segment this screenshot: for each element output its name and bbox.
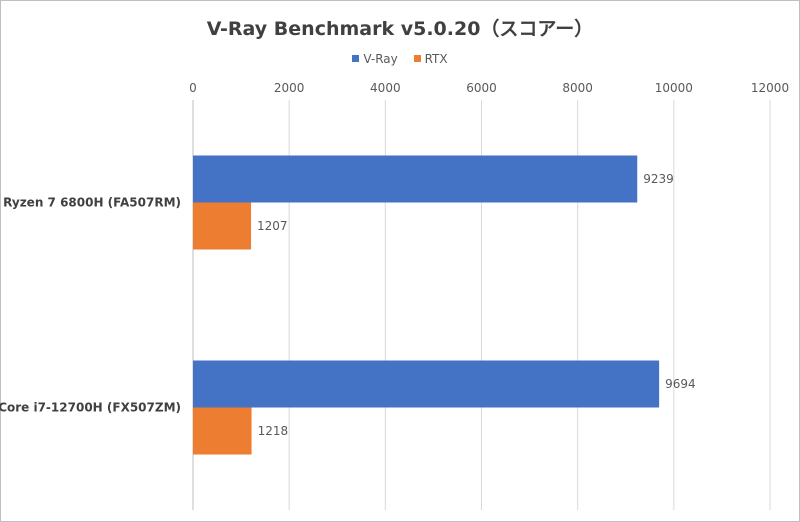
- bar-rtx: [193, 202, 252, 250]
- category-label: Core i7-12700H (FX507ZM): [0, 401, 181, 415]
- chart-title: V-Ray Benchmark v5.0.20（スコアー）: [206, 18, 594, 40]
- data-label: 1218: [258, 424, 289, 438]
- category-label: Ryzen 7 6800H (FA507RM): [3, 196, 181, 210]
- legend-label-vray: V-Ray: [363, 52, 398, 66]
- x-tick-label: 8000: [562, 81, 593, 95]
- data-label: 1207: [257, 219, 288, 233]
- x-tick-label: 6000: [466, 81, 497, 95]
- legend-swatch-rtx: [413, 55, 421, 62]
- bar-v-ray: [193, 360, 660, 408]
- legend-item-vray: V-Ray: [352, 52, 398, 66]
- bar-rtx: [193, 407, 252, 455]
- x-tick-label: 2000: [274, 81, 305, 95]
- legend-label-rtx: RTX: [424, 52, 448, 66]
- data-label: 9239: [643, 172, 674, 186]
- legend-item-rtx: RTX: [413, 52, 448, 66]
- x-tick-label: 0: [189, 81, 197, 95]
- legend-swatch-vray: [352, 55, 360, 62]
- x-tick-label: 12000: [751, 81, 789, 95]
- x-tick-label: 4000: [370, 81, 401, 95]
- data-label: 9694: [665, 377, 696, 391]
- bar-v-ray: [193, 155, 638, 203]
- legend: V-Ray RTX: [0, 52, 800, 66]
- x-tick-label: 10000: [655, 81, 693, 95]
